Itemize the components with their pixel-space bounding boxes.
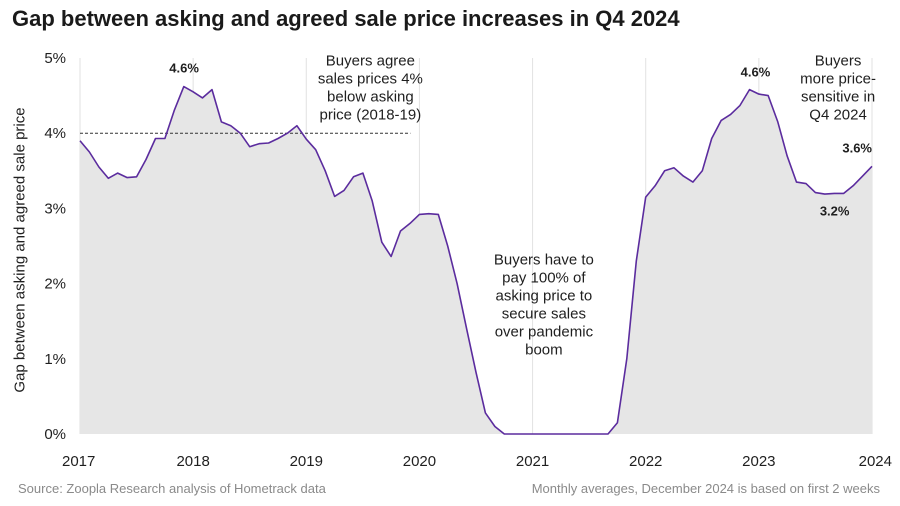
data-label-0: 4.6% bbox=[169, 61, 199, 76]
annotation-2: Buyers more price-sensitive in Q4 2024 bbox=[800, 52, 876, 123]
x-tick-2021: 2021 bbox=[516, 453, 549, 470]
data-labels: 4.6% 4.6% 3.2% 3.6% bbox=[169, 61, 872, 219]
x-tick-2024: 2024 bbox=[859, 453, 892, 470]
method-note: Monthly averages, December 2024 is based… bbox=[531, 481, 880, 496]
y-tick-2: 2% bbox=[44, 276, 66, 293]
annotation-1: Buyers have to pay 100% of asking price to… bbox=[494, 252, 594, 359]
y-tick-0: 0% bbox=[44, 426, 66, 443]
data-label-2: 3.2% bbox=[820, 203, 850, 218]
y-tick-4: 4% bbox=[44, 125, 66, 142]
y-tick-3: 3% bbox=[44, 200, 66, 217]
x-tick-2022: 2022 bbox=[629, 453, 662, 470]
x-tick-2019: 2019 bbox=[290, 453, 323, 470]
chart-title: Gap between asking and agreed sale price… bbox=[12, 6, 680, 31]
x-tick-2017: 2017 bbox=[62, 453, 95, 470]
y-tick-1: 1% bbox=[44, 351, 66, 368]
x-tick-2023: 2023 bbox=[742, 453, 775, 470]
source-note: Source: Zoopla Research analysis of Home… bbox=[18, 481, 326, 496]
y-tick-labels: 0% 1% 2% 3% 4% 5% bbox=[44, 50, 66, 443]
x-tick-2018: 2018 bbox=[176, 453, 209, 470]
y-tick-5: 5% bbox=[44, 50, 66, 67]
annotation-0: Buyers agree sales prices 4% below asking p… bbox=[318, 52, 423, 123]
x-tick-labels: 2017 2018 2019 2020 2021 2022 2023 2024 bbox=[62, 453, 892, 470]
data-label-3: 3.6% bbox=[842, 140, 872, 155]
annotations: Buyers agree sales prices 4% below asking p… bbox=[318, 52, 876, 358]
series-line bbox=[79, 85, 873, 435]
area-fill bbox=[80, 86, 872, 434]
data-label-1: 4.6% bbox=[741, 65, 771, 80]
x-tick-2020: 2020 bbox=[403, 453, 436, 470]
